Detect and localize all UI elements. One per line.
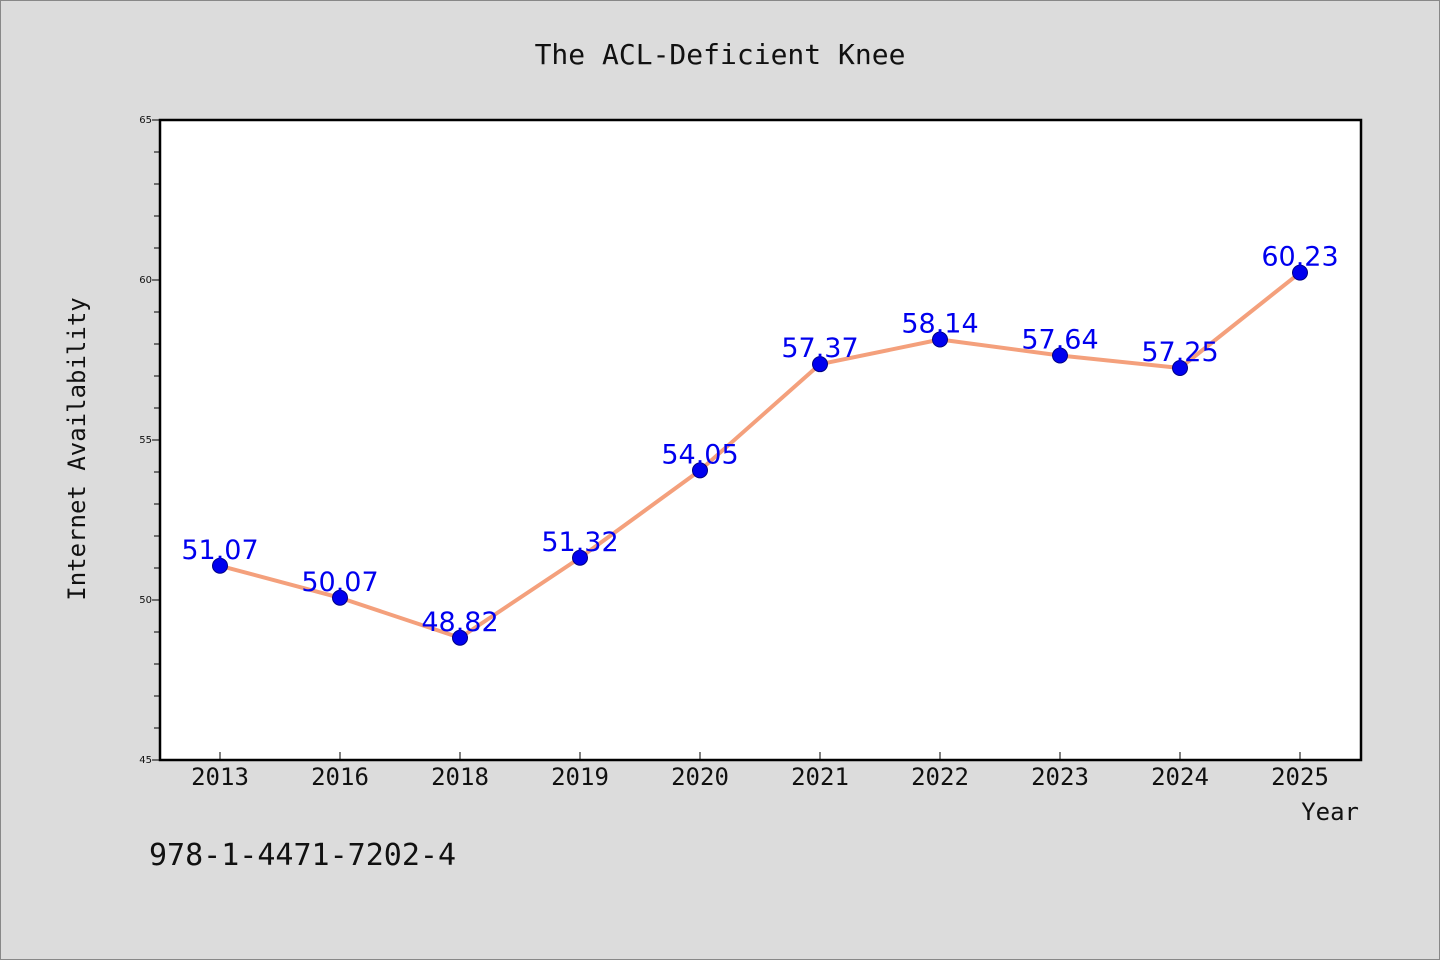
- data-point: [932, 331, 948, 348]
- data-point: [332, 589, 348, 606]
- data-label: 60.23: [1261, 242, 1338, 273]
- data-point: [812, 356, 828, 373]
- x-tick-label: 2021: [791, 763, 849, 791]
- data-point: [1172, 360, 1188, 376]
- x-tick-label: 2023: [1031, 763, 1089, 791]
- x-axis-ticks: 2013 2016 2018 2019 2020 2021 2022 2023 2024 2025: [191, 752, 1329, 791]
- y-tick-label: 45: [139, 755, 152, 766]
- y-axis-label: Internet Availability: [63, 297, 91, 600]
- series-layer: [212, 264, 1308, 646]
- data-label: 58.14: [901, 309, 978, 340]
- data-label: 57.25: [1141, 337, 1218, 368]
- data-label: 54.05: [661, 439, 738, 470]
- y-tick-label: 55: [139, 435, 152, 446]
- x-tick-label: 2024: [1151, 763, 1209, 791]
- y-axis-ticks: 45 50 55 60 65: [139, 115, 160, 766]
- data-point: [212, 557, 228, 574]
- data-label: 48.82: [421, 607, 498, 638]
- data-label: 50.07: [301, 567, 378, 598]
- x-tick-label: 2020: [671, 763, 729, 791]
- y-tick-label: 65: [139, 115, 152, 126]
- data-point: [1052, 347, 1068, 364]
- chart-title: The ACL-Deficient Knee: [535, 38, 906, 71]
- data-point: [452, 629, 468, 646]
- y-tick-label: 50: [139, 595, 152, 606]
- x-tick-label: 2025: [1271, 763, 1329, 791]
- data-label: 57.37: [781, 333, 858, 364]
- data-point: [692, 462, 708, 479]
- x-tick-label: 2019: [551, 763, 609, 791]
- x-tick-label: 2018: [431, 763, 489, 791]
- data-label: 51.07: [181, 535, 258, 566]
- x-tick-label: 2013: [191, 763, 249, 791]
- isbn-annotation: 978-1-4471-7202-4: [149, 838, 456, 873]
- data-label: 57.64: [1021, 325, 1098, 356]
- data-label: 51.32: [541, 527, 618, 558]
- x-tick-label: 2016: [311, 763, 369, 791]
- plot-area: [158, 118, 1363, 762]
- data-point: [1292, 264, 1308, 281]
- data-point: [572, 549, 588, 566]
- x-axis-label: Year: [1301, 798, 1359, 826]
- x-tick-label: 2022: [911, 763, 969, 791]
- series-line: [218, 270, 1302, 640]
- y-tick-label: 60: [139, 275, 152, 286]
- data-label-layer: 51.07 50.07 48.82 51.32 54.05 57.37 58.14 57.64…: [181, 242, 1338, 638]
